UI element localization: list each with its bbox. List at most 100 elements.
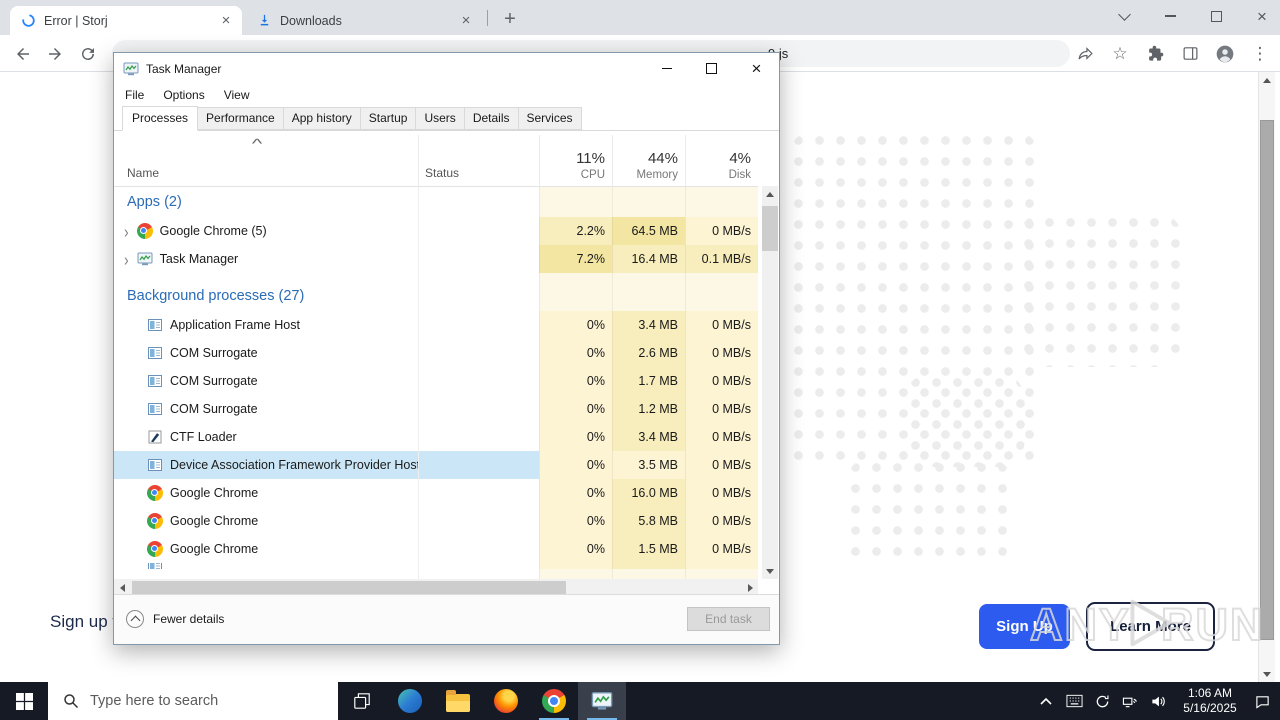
process-list-scrollbar[interactable] [762, 186, 778, 579]
column-header-cpu[interactable]: 11% CPU [539, 135, 612, 186]
status-cell [418, 563, 539, 569]
process-group-header[interactable]: Background processes (27) [114, 281, 758, 311]
task-view-button[interactable] [338, 682, 386, 720]
expand-chevron-icon[interactable]: › [124, 221, 129, 241]
process-row[interactable]: CTF Loader 0% 3.4 MB 0 MB/s [114, 423, 758, 451]
process-row[interactable]: Application Frame Host 0% 3.4 MB 0 MB/s [114, 311, 758, 339]
page-scrollbar-thumb[interactable] [1260, 120, 1274, 640]
start-button[interactable] [0, 682, 48, 720]
edge-icon [398, 689, 422, 713]
chevron-up-icon[interactable] [1032, 682, 1060, 720]
volume-icon[interactable] [1144, 682, 1172, 720]
close-window-icon[interactable]: × [751, 59, 762, 78]
minimize-window-icon[interactable] [1162, 8, 1178, 24]
process-name-label: Google Chrome [170, 542, 259, 556]
scroll-left-icon[interactable] [114, 579, 130, 596]
browser-tab-downloads[interactable]: Downloads × [246, 6, 482, 35]
sync-icon[interactable] [1088, 682, 1116, 720]
task-manager-button[interactable] [578, 682, 626, 720]
search-icon [63, 693, 79, 709]
status-cell [418, 281, 539, 311]
process-group-header[interactable]: Apps (2) [114, 187, 758, 217]
network-icon[interactable] [1116, 682, 1144, 720]
horizontal-scrollbar[interactable] [114, 579, 758, 596]
tm-tab-users[interactable]: Users [416, 107, 465, 130]
extensions-icon[interactable] [1145, 44, 1165, 64]
process-name [114, 563, 418, 569]
column-header-status[interactable]: Status [418, 135, 539, 186]
menu-file[interactable]: File [125, 88, 145, 102]
scroll-up-icon[interactable] [762, 186, 778, 202]
tm-tab-startup[interactable]: Startup [360, 107, 417, 130]
maximize-window-icon[interactable] [1208, 8, 1224, 24]
process-row[interactable]: › Google Chrome (5) 2.2% 64.5 MB 0 MB/s [114, 217, 758, 245]
edge-button[interactable] [386, 682, 434, 720]
tm-tab-services[interactable]: Services [518, 107, 582, 130]
sign-up-button[interactable]: Sign Up [979, 604, 1070, 649]
scrollbar-thumb[interactable] [132, 581, 566, 594]
column-header-memory[interactable]: 44% Memory [612, 135, 685, 186]
close-window-icon[interactable]: × [1257, 6, 1267, 26]
mem-cell: 16.4 MB [612, 245, 685, 273]
browser-tab-error-storj[interactable]: Error | Storj × [10, 6, 242, 35]
column-header-name[interactable]: ^ Name [127, 136, 263, 180]
process-row[interactable]: Google Chrome 0% 1.5 MB 0 MB/s [114, 535, 758, 563]
tm-tab-details[interactable]: Details [464, 107, 519, 130]
scroll-up-icon[interactable] [1259, 72, 1275, 88]
scroll-down-icon[interactable] [1259, 666, 1275, 682]
task-manager-titlebar[interactable]: Task Manager × [114, 53, 779, 84]
expand-chevron-icon[interactable]: › [124, 249, 129, 269]
back-icon[interactable] [13, 44, 33, 64]
process-row[interactable]: Google Chrome 0% 5.8 MB 0 MB/s [114, 507, 758, 535]
process-list: Apps (2) › Google Chrome (5) 2.2% 64.5 MB 0 M… [114, 187, 758, 580]
process-row[interactable]: COM Surrogate 0% 1.2 MB 0 MB/s [114, 395, 758, 423]
action-center-icon[interactable] [1248, 682, 1276, 720]
chrome-button[interactable] [530, 682, 578, 720]
process-name: › Google Chrome (5) [114, 217, 418, 245]
profile-icon[interactable] [1215, 44, 1235, 64]
touch-keyboard-icon[interactable] [1060, 682, 1088, 720]
process-name-label: CTF Loader [170, 430, 237, 444]
status-cell [418, 217, 539, 245]
process-row[interactable]: COM Surrogate 0% 2.6 MB 0 MB/s [114, 339, 758, 367]
process-row[interactable]: COM Surrogate 0% 1.7 MB 0 MB/s [114, 367, 758, 395]
learn-more-button[interactable]: Learn More [1086, 602, 1215, 651]
scrollbar-thumb[interactable] [762, 206, 778, 251]
end-task-button[interactable]: End task [687, 607, 770, 631]
taskbar-clock[interactable]: 1:06 AM 5/16/2025 [1172, 686, 1248, 716]
file-explorer-button[interactable] [434, 682, 482, 720]
page-scrollbar[interactable] [1258, 72, 1275, 682]
fewer-details-button[interactable]: Fewer details [126, 610, 224, 628]
column-header-disk[interactable]: 4% Disk [685, 135, 758, 186]
close-tab-icon[interactable]: × [221, 12, 231, 29]
menu-view[interactable]: View [223, 88, 250, 102]
menu-icon[interactable]: ⋮ [1251, 43, 1269, 63]
taskbar-search-input[interactable]: Type here to search [48, 682, 338, 720]
process-name-label: COM Surrogate [170, 374, 258, 388]
reload-icon[interactable] [78, 44, 98, 64]
new-tab-button[interactable]: + [504, 7, 516, 30]
chevron-down-icon[interactable] [1116, 7, 1132, 24]
process-window-icon [147, 373, 163, 389]
maximize-window-icon[interactable] [689, 53, 734, 84]
process-row[interactable]: › Task Manager 7.2% 16.4 MB 0.1 MB/s [114, 245, 758, 273]
tm-tab-processes[interactable]: Processes [122, 106, 199, 131]
firefox-button[interactable] [482, 682, 530, 720]
minimize-window-icon[interactable] [644, 53, 689, 84]
share-icon[interactable] [1075, 44, 1095, 64]
side-panel-icon[interactable] [1180, 44, 1200, 64]
menu-options[interactable]: Options [163, 88, 205, 102]
process-name: COM Surrogate [114, 395, 418, 423]
bookmark-star-icon[interactable]: ☆ [1112, 43, 1128, 63]
process-row[interactable]: Device Association Framework Provider Ho… [114, 451, 758, 479]
process-row[interactable]: Google Chrome 0% 16.0 MB 0 MB/s [114, 479, 758, 507]
status-cell [418, 507, 539, 535]
scroll-right-icon[interactable] [742, 579, 758, 596]
download-favicon-icon [256, 13, 272, 29]
mem-cell: 2.6 MB [612, 339, 685, 367]
close-tab-icon[interactable]: × [461, 12, 471, 29]
tm-tab-performance[interactable]: Performance [198, 107, 284, 130]
scroll-down-icon[interactable] [762, 563, 778, 579]
forward-icon[interactable] [45, 44, 65, 64]
tm-tab-app-history[interactable]: App history [283, 107, 361, 130]
